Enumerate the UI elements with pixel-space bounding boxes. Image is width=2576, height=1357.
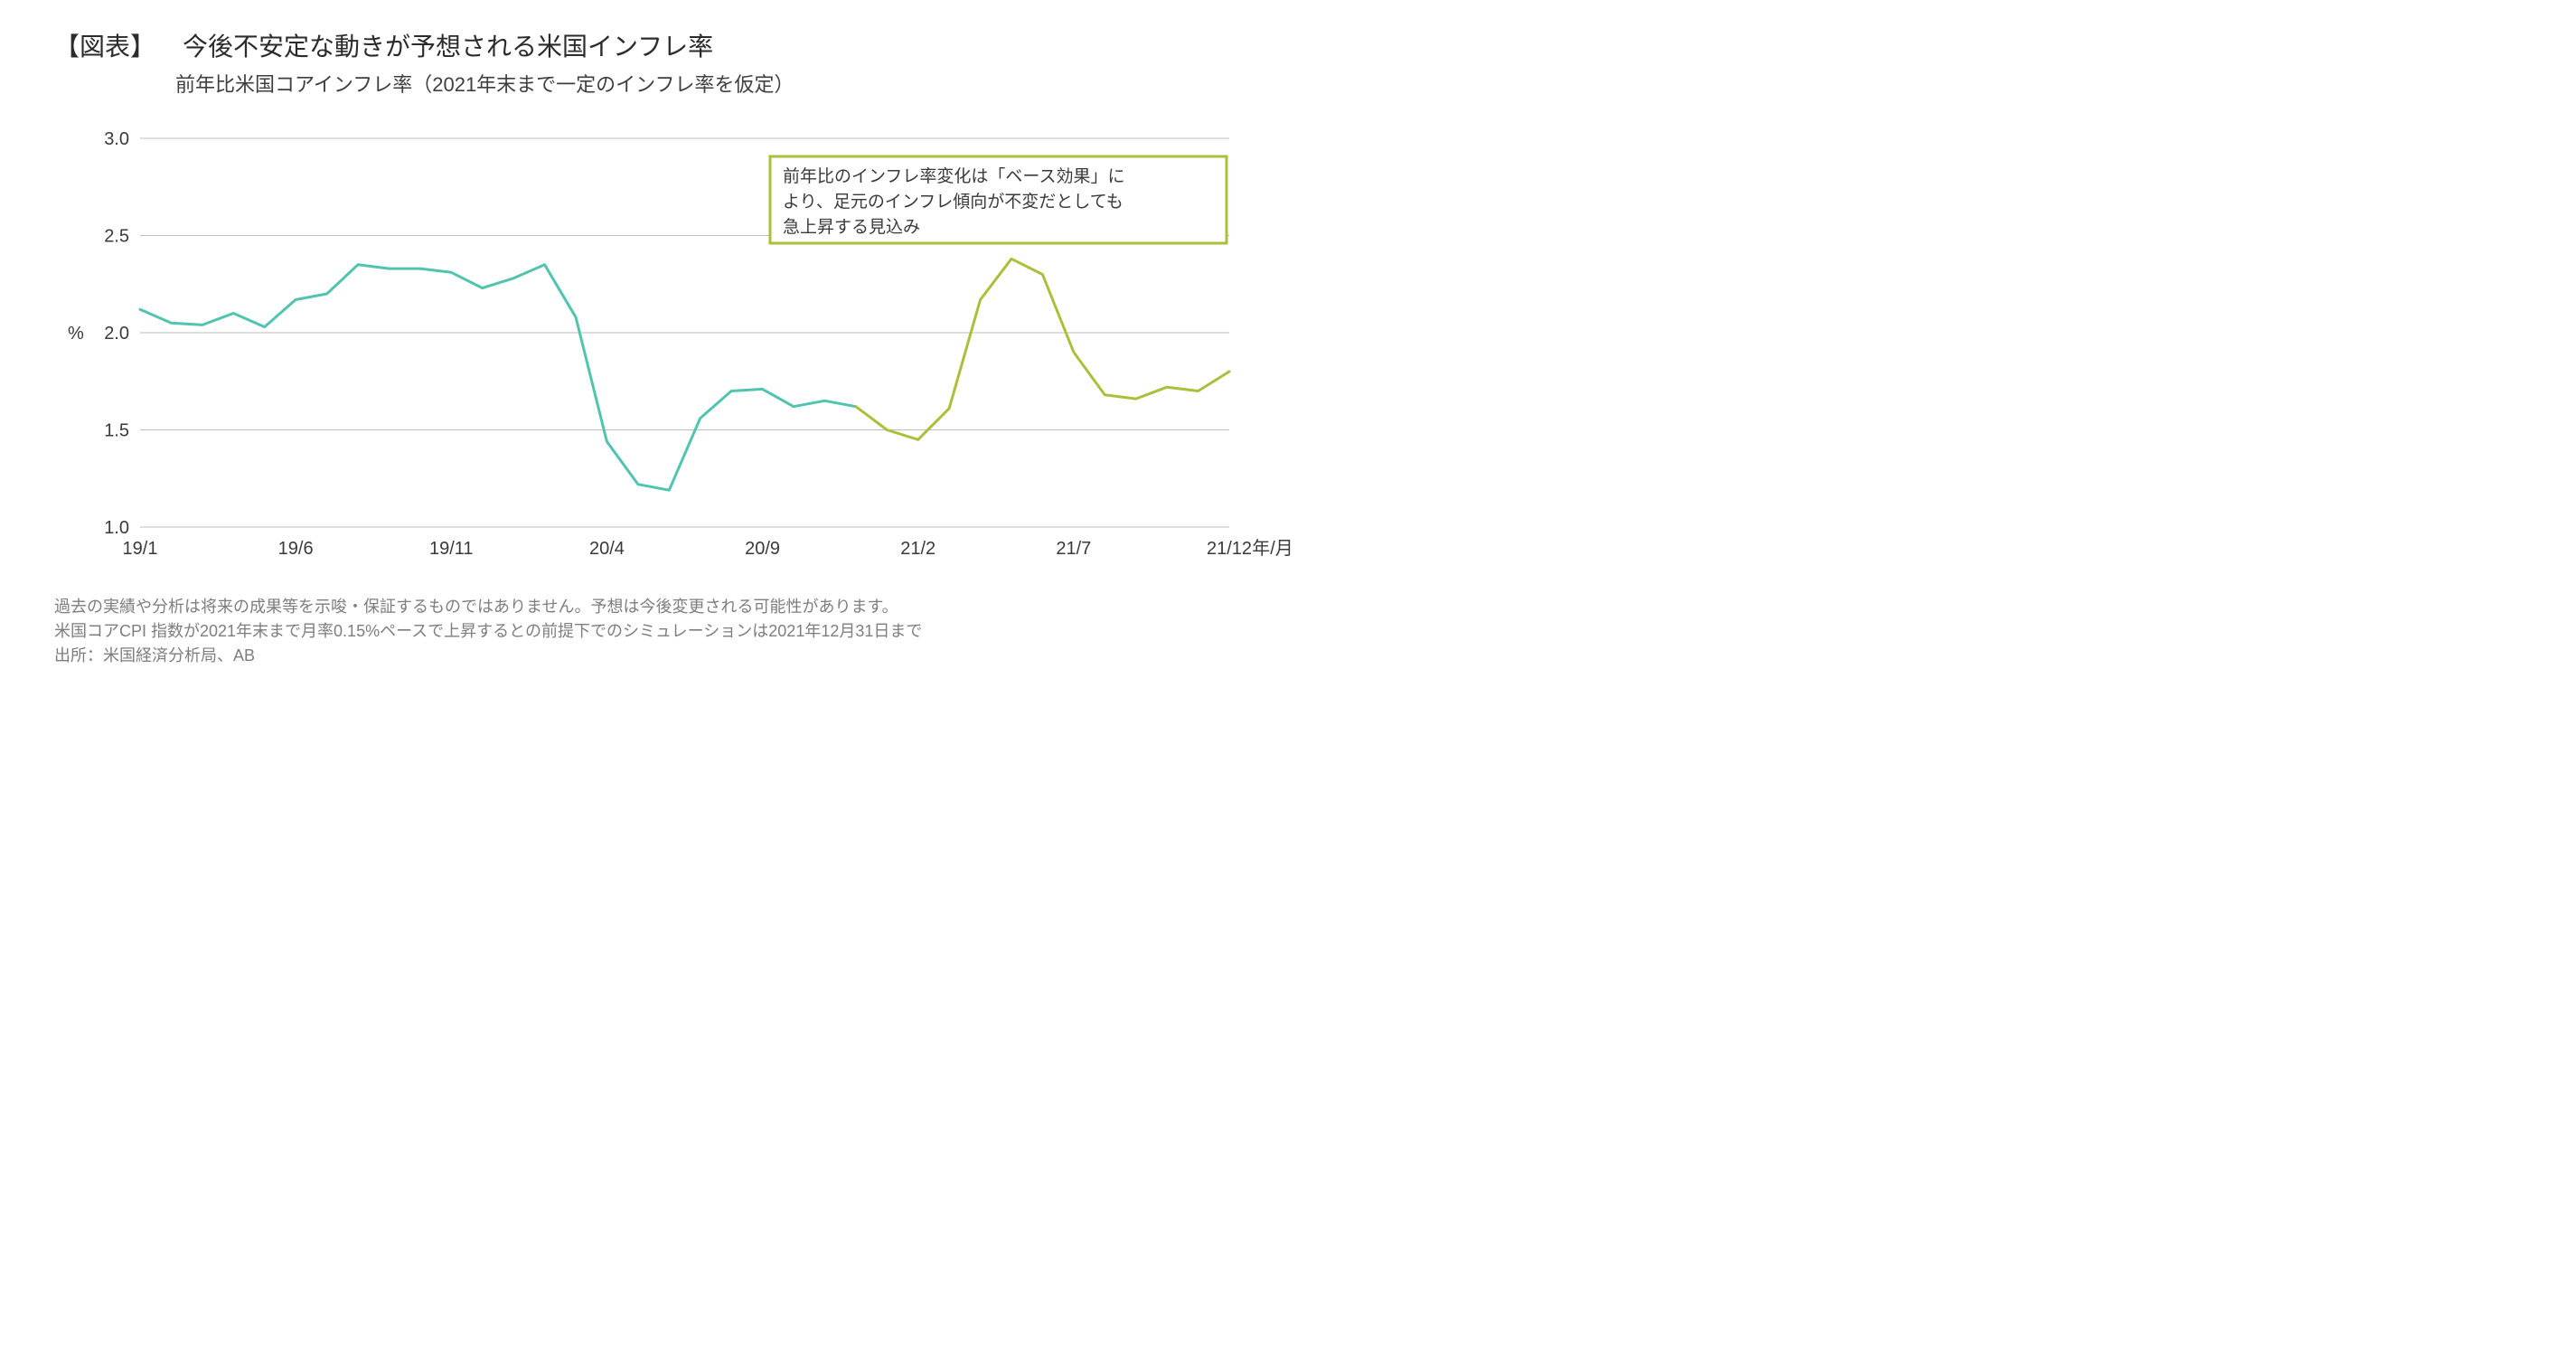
x-tick-label: 21/2 — [900, 539, 935, 559]
y-axis-label: % — [68, 324, 84, 344]
x-tick-label: 21/12 — [1207, 539, 1252, 559]
x-tick-label: 20/9 — [745, 539, 780, 559]
y-tick-label: 2.0 — [104, 324, 129, 344]
title-bracket: 【図表】 — [54, 27, 155, 63]
footnote-3: 出所：米国経済分析局、AB — [54, 644, 1302, 668]
line-chart: 1.0 1.5 2.0 2.5 3.0% 19/1 19/6 19/11 20/4 20/9 21/… — [54, 116, 1302, 586]
footnote-1: 過去の実績や分析は将来の成果等を示唆・保証するものではありません。予想は今後変更… — [54, 595, 1302, 619]
footnote-2: 米国コアCPI 指数が2021年末まで月率0.15%ペースで上昇するとの前提下で… — [54, 619, 1302, 644]
x-tick-label: 19/6 — [278, 539, 314, 559]
annotation-text: 急上昇する見込み — [783, 217, 920, 237]
annotation-text: より、足元のインフレ傾向が不変だとしても — [783, 192, 1123, 212]
x-tick-label: 19/1 — [123, 539, 158, 559]
page: 【図表】 今後不安定な動きが予想される米国インフレ率 前年比米国コアインフレ率（… — [0, 0, 1356, 714]
x-tick-label: 21/7 — [1056, 539, 1091, 559]
chart-container: 1.0 1.5 2.0 2.5 3.0% 19/1 19/6 19/11 20/4 20/9 21/… — [54, 116, 1302, 586]
chart-subtitle: 前年比米国コアインフレ率（2021年末まで一定のインフレ率を仮定） — [175, 69, 1302, 98]
x-tick-label: 19/11 — [429, 539, 474, 559]
x-tick-label: 20/4 — [589, 539, 625, 559]
y-tick-label: 1.5 — [104, 421, 129, 441]
y-tick-label: 1.0 — [104, 518, 129, 538]
annotation-text: 前年比のインフレ率変化は「ベース効果」に — [783, 166, 1124, 186]
y-tick-label: 2.5 — [104, 227, 129, 247]
y-tick-label: 3.0 — [104, 129, 129, 149]
footnotes: 過去の実績や分析は将来の成果等を示唆・保証するものではありません。予想は今後変更… — [54, 595, 1302, 668]
chart-title: 今後不安定な動きが予想される米国インフレ率 — [183, 27, 713, 63]
x-axis-label: 年/月 — [1252, 538, 1293, 559]
title-row: 【図表】 今後不安定な動きが予想される米国インフレ率 — [54, 27, 1302, 63]
